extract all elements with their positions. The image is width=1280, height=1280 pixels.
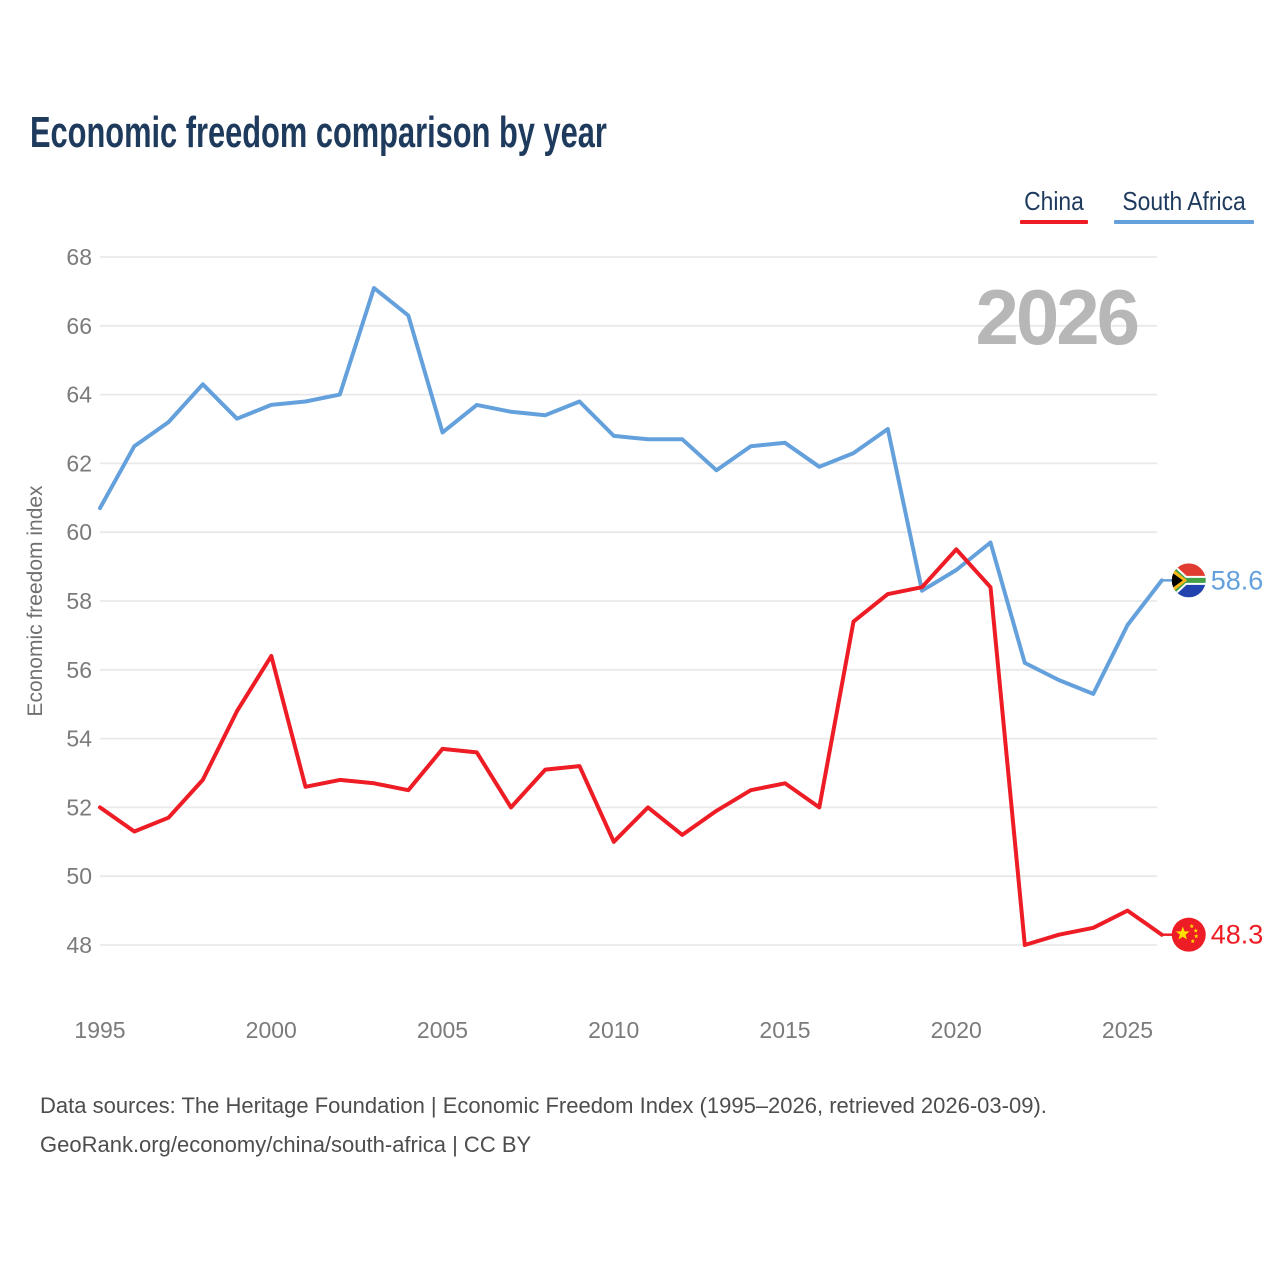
legend-item-south-africa[interactable]: South Africa xyxy=(1113,186,1254,224)
south-africa-flag-icon xyxy=(1171,563,1206,598)
y-tick-label: 54 xyxy=(66,726,92,752)
x-tick-label: 2010 xyxy=(588,1017,639,1043)
y-tick-label: 56 xyxy=(66,657,92,683)
y-tick-label: 68 xyxy=(66,244,92,270)
flag-star xyxy=(1190,938,1195,944)
china-line xyxy=(98,547,1164,947)
series-end-annotations: 58.6 48.3 xyxy=(1161,563,1264,952)
y-axis-title: Economic freedom index xyxy=(24,485,47,717)
page-title: Economic freedom comparison by year xyxy=(30,108,607,157)
x-tick-label: 2020 xyxy=(931,1017,982,1043)
x-tick-label: 2000 xyxy=(246,1017,297,1043)
x-axis-tick-labels: 1995 2000 2005 2010 2015 2020 2025 xyxy=(74,1017,1153,1043)
flag-star xyxy=(1189,923,1194,929)
china-end-annotation: 48.3 xyxy=(1161,917,1264,952)
y-axis-tick-labels: 48 50 52 54 56 58 60 62 64 66 68 xyxy=(66,244,92,958)
y-tick-label: 62 xyxy=(66,450,92,476)
legend: China South Africa xyxy=(1019,186,1254,224)
x-tick-label: 2005 xyxy=(417,1017,468,1043)
flag-star xyxy=(1194,933,1199,939)
x-tick-label: 2025 xyxy=(1102,1017,1153,1043)
legend-item-china[interactable]: China xyxy=(1019,186,1088,224)
flag-star xyxy=(1175,926,1190,940)
end-value-label: 58.6 xyxy=(1211,565,1264,595)
end-value-label: 48.3 xyxy=(1211,920,1264,950)
y-tick-label: 50 xyxy=(66,863,92,889)
south-africa-line xyxy=(98,286,1164,696)
watermark-year: 2026 xyxy=(975,273,1137,361)
y-tick-label: 52 xyxy=(66,794,92,820)
china-flag-icon xyxy=(1171,917,1206,952)
x-tick-label: 1995 xyxy=(74,1017,125,1043)
flag-star xyxy=(1193,928,1198,933)
y-tick-label: 60 xyxy=(66,519,92,545)
footer-attribution-line: GeoRank.org/economy/china/south-africa |… xyxy=(40,1132,532,1157)
chart-lines xyxy=(98,286,1164,947)
legend-underline-south-africa xyxy=(1113,220,1254,224)
y-tick-label: 66 xyxy=(66,313,92,339)
y-tick-label: 48 xyxy=(66,932,92,958)
footer: Data sources: The Heritage Foundation | … xyxy=(40,1086,1047,1164)
x-tick-label: 2015 xyxy=(759,1017,810,1043)
legend-label-china: China xyxy=(1023,186,1084,216)
south-africa-end-annotation: 58.6 xyxy=(1161,563,1264,598)
footer-sources-line: Data sources: The Heritage Foundation | … xyxy=(40,1093,1047,1118)
y-tick-label: 64 xyxy=(66,382,92,408)
y-tick-label: 58 xyxy=(66,588,92,614)
legend-underline-china xyxy=(1019,220,1088,224)
legend-label-south-africa: South Africa xyxy=(1122,186,1246,216)
